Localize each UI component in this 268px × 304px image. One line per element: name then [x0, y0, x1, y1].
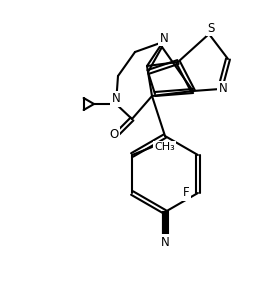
Text: N: N — [161, 236, 169, 248]
Text: S: S — [207, 22, 215, 34]
Text: N: N — [160, 32, 168, 44]
Text: CH₃: CH₃ — [154, 142, 175, 152]
Text: F: F — [183, 186, 190, 199]
Text: N: N — [112, 92, 120, 105]
Text: O: O — [109, 129, 119, 141]
Text: N: N — [219, 82, 227, 95]
